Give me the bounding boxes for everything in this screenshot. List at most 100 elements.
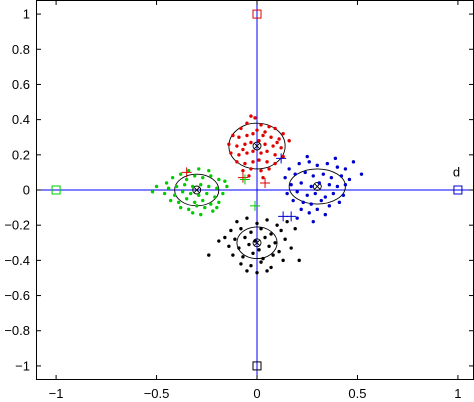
data-point <box>247 242 251 247</box>
data-point <box>176 200 181 205</box>
data-point <box>313 191 317 196</box>
data-point <box>319 198 324 203</box>
data-point <box>249 167 253 171</box>
cluster-center-circle <box>312 182 322 191</box>
data-point <box>243 142 247 146</box>
data-point <box>199 183 203 187</box>
cluster-ellipse <box>236 226 278 260</box>
data-point <box>263 235 267 240</box>
data-point <box>251 160 255 164</box>
data-point <box>209 174 213 178</box>
data-point <box>207 168 211 173</box>
y-tick-label: −0.6 <box>4 288 30 303</box>
data-point <box>193 174 197 178</box>
data-point <box>243 161 247 166</box>
y-tick-label: −1 <box>15 358 30 373</box>
data-point <box>283 237 287 241</box>
data-point <box>289 246 293 250</box>
data-point <box>335 165 340 169</box>
data-point <box>323 195 328 199</box>
data-point <box>180 190 185 194</box>
data-point <box>285 191 289 196</box>
data-point <box>178 205 183 210</box>
data-point <box>223 179 227 183</box>
data-point <box>201 175 205 180</box>
data-point <box>241 255 245 259</box>
data-point <box>293 172 297 176</box>
data-point <box>343 167 348 171</box>
data-point <box>217 239 221 243</box>
data-point <box>307 160 311 164</box>
data-point <box>275 140 279 145</box>
plus-marker <box>237 172 248 183</box>
data-point <box>273 161 277 166</box>
data-points <box>150 114 364 275</box>
y-tick-label: 0.2 <box>12 147 30 162</box>
data-point <box>321 172 326 176</box>
data-point <box>337 200 342 205</box>
data-point <box>245 133 249 138</box>
data-point <box>253 116 257 120</box>
data-point <box>331 191 336 196</box>
data-point <box>193 200 197 205</box>
data-point <box>263 130 267 134</box>
cluster-ellipse <box>288 168 346 205</box>
data-point <box>215 205 219 210</box>
cluster-center-circle <box>192 185 202 195</box>
data-point <box>207 253 211 257</box>
data-point <box>325 161 330 166</box>
anchor-square-marker <box>453 185 463 195</box>
data-point <box>281 132 285 136</box>
data-point <box>245 269 249 273</box>
data-point <box>273 153 277 157</box>
reference-lines <box>36 0 474 380</box>
data-point <box>191 211 195 215</box>
anchor-square-marker <box>252 9 262 19</box>
data-point <box>239 126 243 131</box>
data-point <box>347 177 352 182</box>
data-point <box>217 177 221 182</box>
data-point <box>267 167 271 171</box>
data-point <box>235 160 239 164</box>
data-point <box>253 239 257 243</box>
data-point <box>243 235 247 240</box>
data-point <box>323 212 328 217</box>
data-point <box>164 181 169 185</box>
data-point <box>257 248 261 252</box>
data-point <box>297 161 301 166</box>
data-point <box>283 175 287 180</box>
data-point <box>295 190 299 194</box>
data-point <box>305 154 309 159</box>
plus-marker <box>276 153 287 164</box>
data-point <box>333 156 338 161</box>
y-tick-label: 0.4 <box>12 112 30 127</box>
data-point <box>299 181 303 185</box>
data-point <box>277 137 281 141</box>
data-point <box>189 191 193 196</box>
data-point <box>301 200 305 205</box>
data-point <box>339 174 344 178</box>
data-point <box>150 190 155 194</box>
data-point <box>191 184 195 189</box>
data-point <box>309 202 313 206</box>
data-point <box>327 183 332 187</box>
data-point <box>293 227 297 231</box>
y-tick-label: 0.6 <box>12 77 30 92</box>
data-point <box>241 168 245 173</box>
data-point <box>263 142 267 146</box>
data-point <box>273 126 277 131</box>
data-point <box>217 200 221 205</box>
data-point <box>259 227 263 231</box>
y-tick-label: −0.4 <box>4 253 30 268</box>
y-tick-label: 1 <box>23 7 30 22</box>
data-point <box>281 258 285 263</box>
cluster-center-circle <box>252 141 262 151</box>
y-tick-label: 0.8 <box>12 42 30 57</box>
data-point <box>186 207 191 212</box>
x-tick-label: 0 <box>253 386 260 401</box>
data-point <box>261 256 265 261</box>
data-point <box>178 172 183 176</box>
data-point <box>166 186 171 190</box>
data-point <box>271 144 275 148</box>
